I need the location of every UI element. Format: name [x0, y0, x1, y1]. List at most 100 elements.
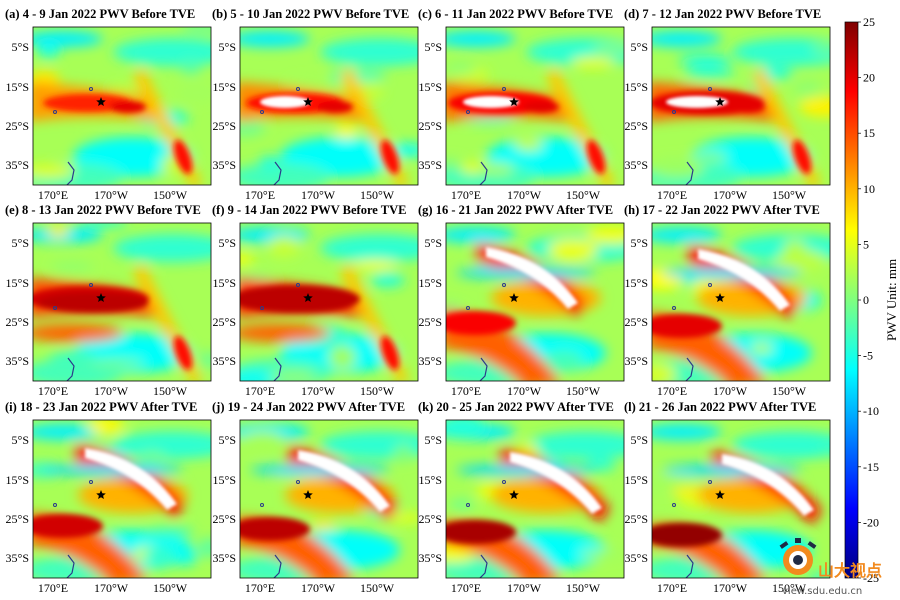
- y-tick-label: 35°S: [6, 551, 29, 565]
- y-tick-label: 5°S: [425, 433, 442, 447]
- y-tick-label: 5°S: [12, 236, 29, 250]
- y-tick-label: 35°S: [625, 551, 648, 565]
- panel-title: (d) 7 - 12 Jan 2022 PWV Before TVE: [624, 7, 821, 21]
- panel-title: (c) 6 - 11 Jan 2022 PWV Before TVE: [418, 7, 613, 21]
- coastline: [66, 357, 75, 381]
- panel-frame: [239, 26, 419, 186]
- y-tick-label: 5°S: [425, 40, 442, 54]
- y-tick-label: 15°S: [213, 473, 236, 487]
- coastline: [273, 554, 282, 578]
- y-tick-label: 25°S: [213, 315, 236, 329]
- x-tick-label: 150°W: [566, 188, 601, 202]
- x-tick-label: 170°W: [301, 384, 336, 398]
- y-tick-label: 25°S: [419, 119, 442, 133]
- coastline: [479, 357, 488, 381]
- map-panel: (e) 8 - 13 Jan 2022 PWV Before TVE 5°S 15°…: [5, 203, 212, 398]
- y-tick-label: 5°S: [12, 433, 29, 447]
- panel-frame: [445, 26, 625, 186]
- x-tick-label: 150°W: [153, 188, 188, 202]
- panel-frame: [32, 419, 212, 579]
- x-tick-label: 170°W: [507, 384, 542, 398]
- y-tick-label: 15°S: [625, 276, 648, 290]
- y-tick-label: 25°S: [213, 512, 236, 526]
- x-tick-label: 170°E: [38, 384, 68, 398]
- colorbar-tick-label: -5: [863, 349, 873, 363]
- x-tick-label: 150°W: [772, 581, 807, 595]
- x-tick-label: 170°E: [38, 188, 68, 202]
- colorbar-label: PWV Unit: mm: [884, 259, 899, 341]
- colorbar-tick-label: 5: [863, 237, 869, 251]
- y-tick-label: 5°S: [219, 433, 236, 447]
- y-tick-label: 25°S: [625, 512, 648, 526]
- panel-title: (k) 20 - 25 Jan 2022 PWV After TVE: [418, 400, 614, 414]
- y-tick-label: 35°S: [419, 354, 442, 368]
- x-tick-label: 170°E: [451, 581, 481, 595]
- panel-frame: [651, 419, 831, 579]
- y-tick-label: 25°S: [6, 315, 29, 329]
- map-panel: (f) 9 - 14 Jan 2022 PWV Before TVE 5°S 15°…: [212, 203, 419, 398]
- eruption-star-icon: [96, 97, 106, 106]
- y-tick-label: 25°S: [213, 119, 236, 133]
- colorbar-tick-label: 15: [863, 126, 875, 140]
- x-tick-label: 170°E: [657, 581, 687, 595]
- colorbar-tick-label: 20: [863, 71, 875, 85]
- map-panel: (h) 17 - 22 Jan 2022 PWV After TVE 5°S 15°…: [624, 203, 831, 398]
- x-tick-label: 170°E: [451, 188, 481, 202]
- colorbar-tick-label: -15: [863, 460, 879, 474]
- pwv-field: [446, 27, 624, 185]
- y-tick-label: 35°S: [625, 354, 648, 368]
- eruption-star-icon: [715, 490, 725, 499]
- y-tick-label: 15°S: [213, 80, 236, 94]
- coastline: [273, 357, 282, 381]
- panel-title: (g) 16 - 21 Jan 2022 PWV After TVE: [418, 203, 613, 217]
- y-tick-label: 5°S: [219, 236, 236, 250]
- y-tick-label: 5°S: [631, 236, 648, 250]
- watermark-logo: 山大视点 view.sdu.edu.cn: [779, 538, 882, 597]
- y-tick-label: 5°S: [425, 236, 442, 250]
- colorbar-tick-label: 0: [863, 293, 869, 307]
- eruption-star-icon: [509, 97, 519, 106]
- pwv-field: [446, 223, 624, 381]
- pwv-field: [33, 27, 211, 185]
- y-tick-label: 35°S: [213, 158, 236, 172]
- y-tick-label: 35°S: [6, 354, 29, 368]
- pwv-field: [652, 223, 830, 381]
- pwv-field: [33, 223, 211, 381]
- x-tick-label: 170°W: [507, 581, 542, 595]
- map-panel: (b) 5 - 10 Jan 2022 PWV Before TVE 5°S 15°…: [212, 7, 419, 202]
- x-tick-label: 150°W: [772, 188, 807, 202]
- y-tick-label: 15°S: [419, 473, 442, 487]
- pwv-field: [652, 420, 830, 578]
- coastline: [479, 161, 488, 185]
- eruption-star-icon: [509, 293, 519, 302]
- x-tick-label: 170°W: [713, 188, 748, 202]
- map-panel: (l) 21 - 26 Jan 2022 PWV After TVE 5°S 15°…: [624, 400, 831, 595]
- y-tick-label: 35°S: [419, 551, 442, 565]
- watermark-url: view.sdu.edu.cn: [782, 586, 862, 597]
- pwv-field: [240, 27, 418, 185]
- x-tick-label: 170°W: [713, 581, 748, 595]
- y-tick-label: 25°S: [419, 315, 442, 329]
- eruption-star-icon: [509, 490, 519, 499]
- coastline: [685, 554, 694, 578]
- y-tick-label: 25°S: [625, 119, 648, 133]
- panel-title: (j) 19 - 24 Jan 2022 PWV After TVE: [212, 400, 405, 414]
- pwv-field: [240, 223, 418, 381]
- y-tick-label: 5°S: [631, 433, 648, 447]
- x-tick-label: 150°W: [153, 384, 188, 398]
- eruption-star-icon: [96, 490, 106, 499]
- coastline: [685, 357, 694, 381]
- watermark-eye-icon: [779, 538, 817, 575]
- x-tick-label: 150°W: [153, 581, 188, 595]
- map-panel: (d) 7 - 12 Jan 2022 PWV Before TVE 5°S 15°…: [624, 7, 831, 202]
- x-tick-label: 170°E: [657, 188, 687, 202]
- colorbar-tick-label: 25: [863, 15, 875, 29]
- panel-frame: [445, 419, 625, 579]
- x-tick-label: 170°W: [94, 188, 129, 202]
- y-tick-label: 15°S: [419, 276, 442, 290]
- pwv-field: [652, 27, 830, 185]
- y-tick-label: 35°S: [6, 158, 29, 172]
- x-tick-label: 170°W: [301, 188, 336, 202]
- panel-title: (e) 8 - 13 Jan 2022 PWV Before TVE: [5, 203, 201, 217]
- panel-frame: [445, 222, 625, 382]
